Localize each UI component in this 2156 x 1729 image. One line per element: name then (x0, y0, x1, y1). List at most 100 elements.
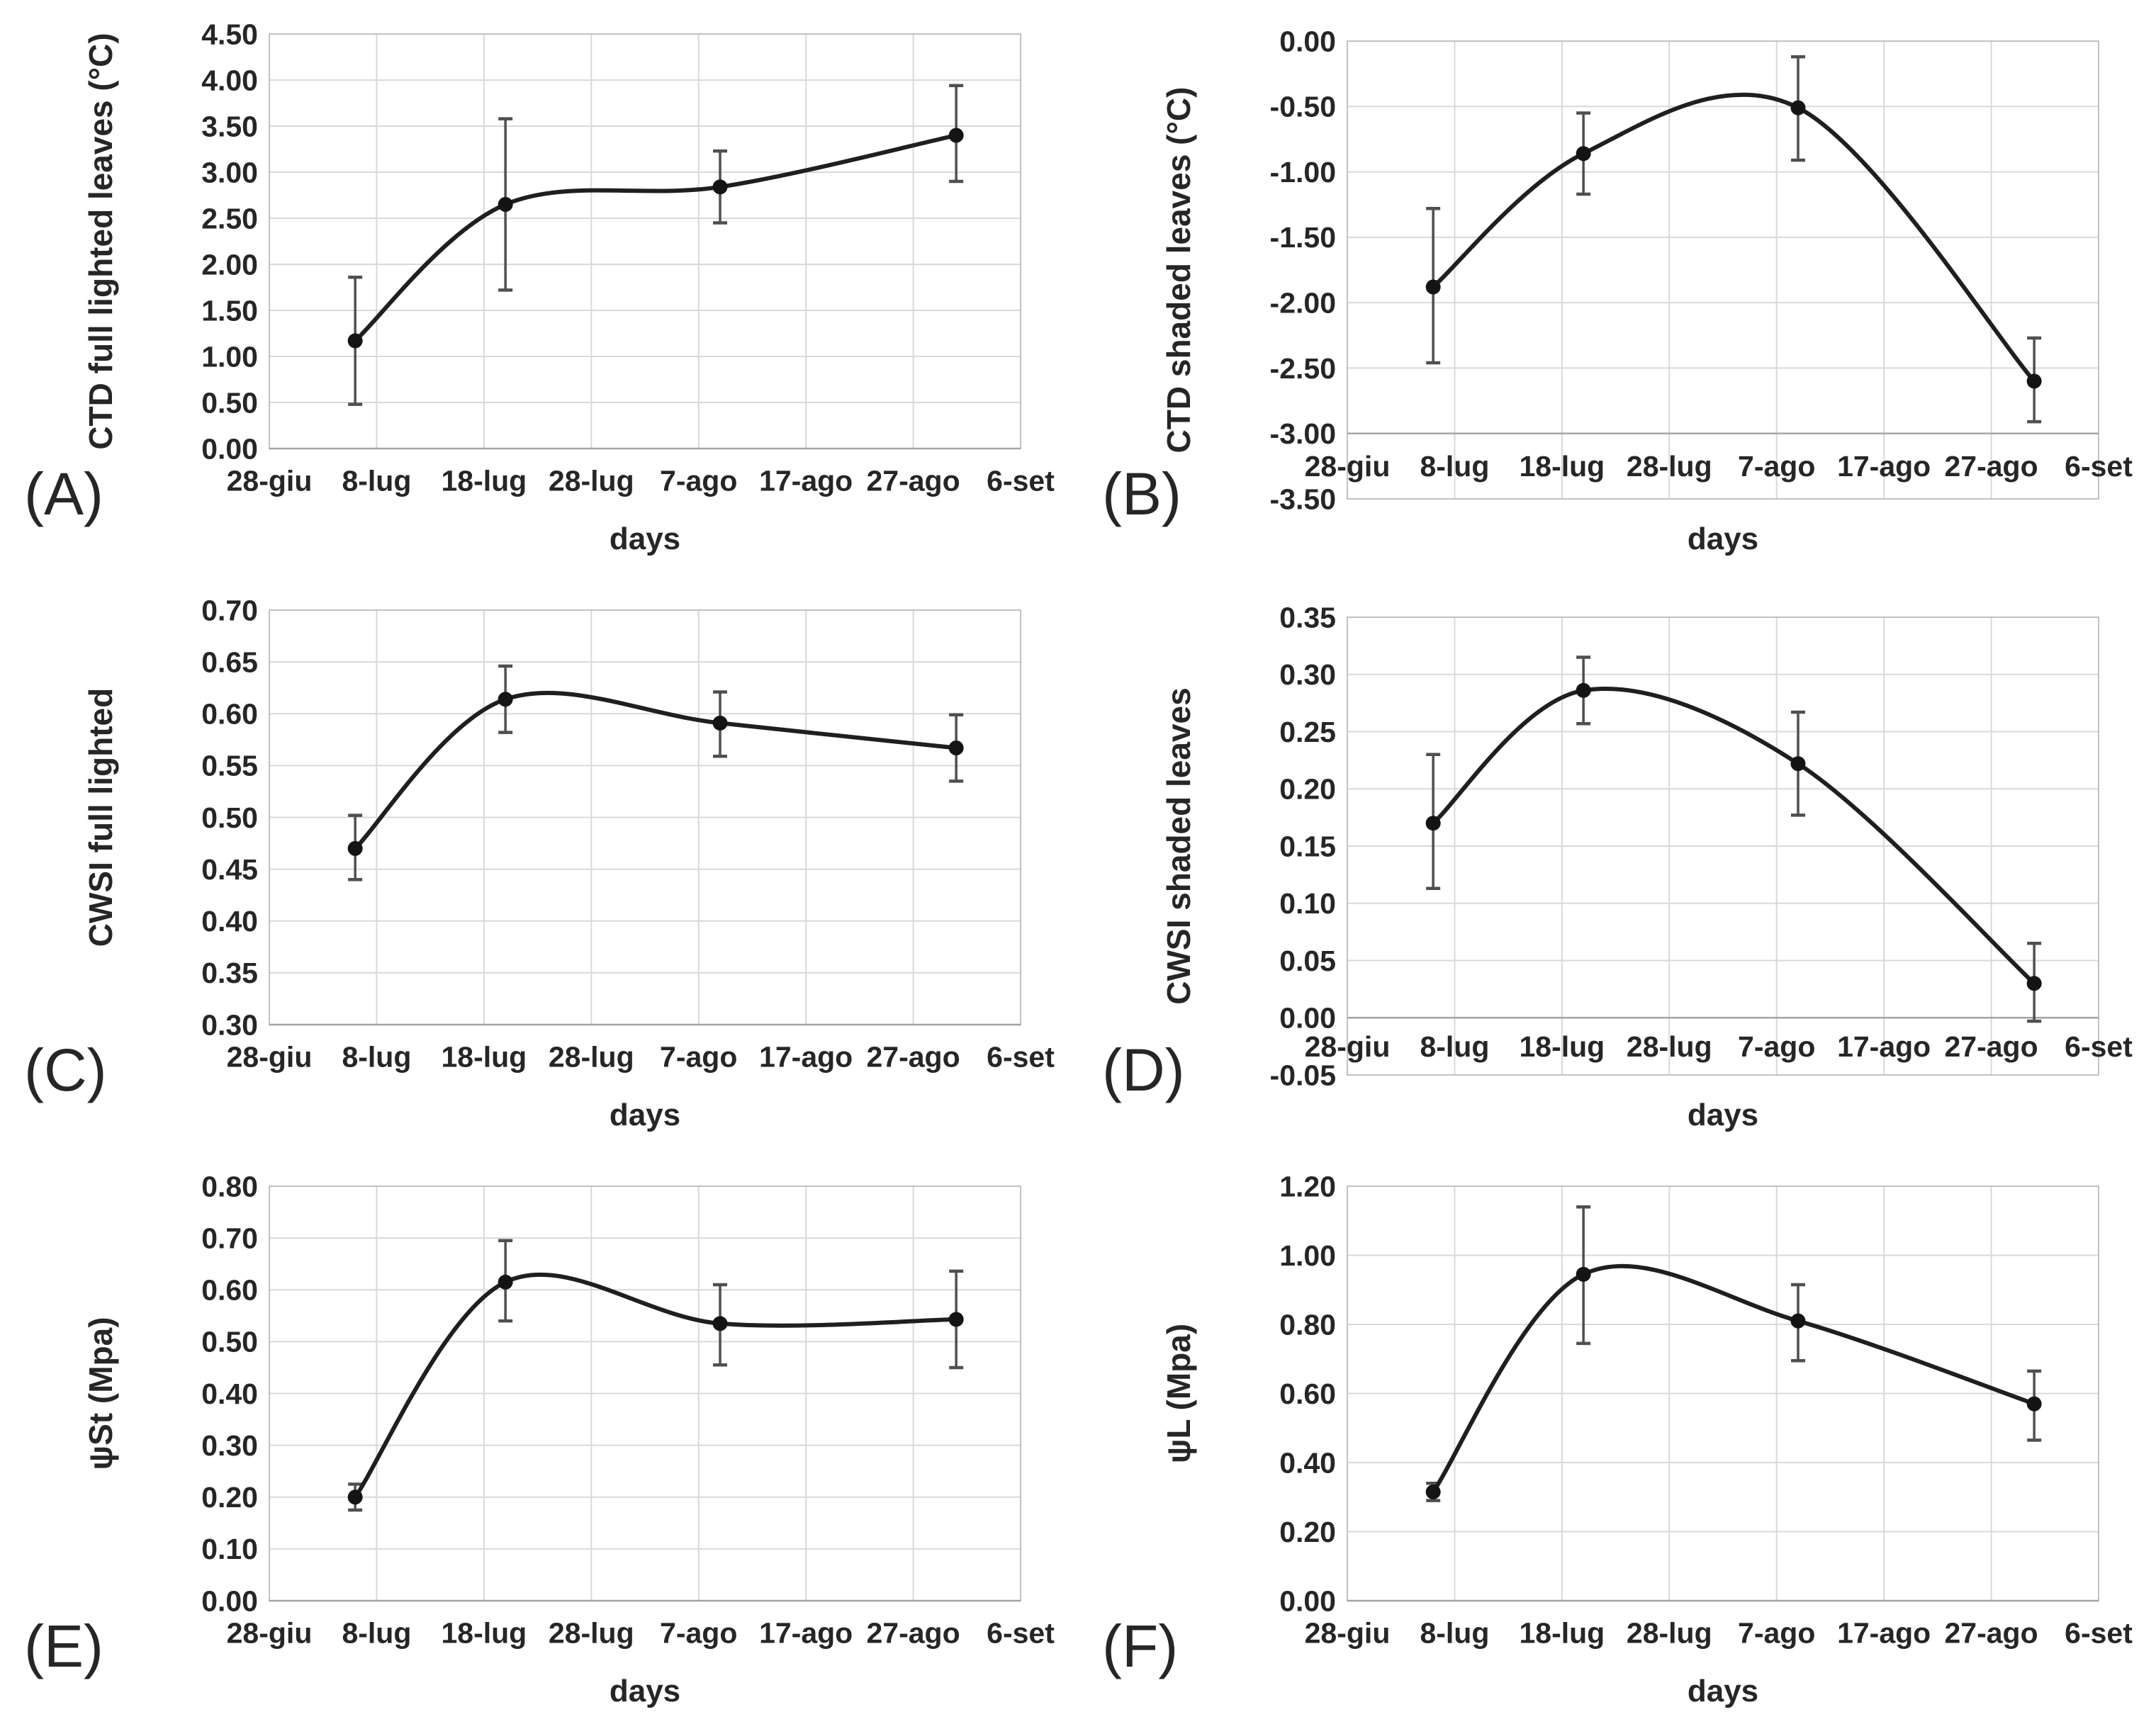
x-tick-label: 7-ago (660, 1616, 737, 1649)
y-tick-label: 0.60 (201, 698, 258, 731)
x-tick-label: 8-lug (342, 1040, 411, 1073)
chart-c: 0.30 0.35 0.40 0.45 0.50 0.55 0.60 0.65 0.70 28-g… (24, 594, 1055, 1132)
gridlines (1347, 616, 2099, 1076)
plot-border (1347, 616, 2099, 1076)
data-point-markers (1425, 100, 2042, 389)
y-tick-label: 0.50 (201, 801, 258, 834)
x-tick-label: 7-ago (660, 464, 737, 497)
x-tick-label: 18-lug (1519, 450, 1605, 483)
y-tick-label: -2.50 (1270, 352, 1336, 385)
data-point-markers (347, 692, 964, 856)
y-tick-label: 0.40 (201, 905, 258, 937)
y-tick-label: 0.00 (201, 1584, 258, 1617)
x-tick-label: 28-lug (549, 464, 634, 497)
x-axis-title: days (610, 1674, 680, 1708)
x-tick-label: 27-ago (866, 1040, 960, 1073)
y-axis-ticks: 0.30 0.35 0.40 0.45 0.50 0.55 0.60 0.65 0.70 (201, 594, 258, 1041)
chart-b: -3.50 -3.00 -2.50 -2.00 -1.50 -1.00 -0.50 0.00 2… (1102, 25, 2133, 556)
y-axis-title: CWSI shaded leaves (1160, 687, 1197, 1004)
y-tick-label: -3.00 (1270, 417, 1336, 450)
x-axis-ticks: 28-giu 8-lug 18-lug 28-lug 7-ago 17-ago 27-ago… (1305, 450, 2133, 483)
panel-letter: (C) (24, 1037, 107, 1103)
gridlines (1347, 1185, 2099, 1601)
y-axis-ticks: 0.00 0.10 0.20 0.30 0.40 0.50 0.60 0.70 0.80 (201, 1170, 258, 1617)
x-tick-label: 28-giu (227, 1616, 313, 1649)
x-tick-label: 28-lug (1627, 1030, 1712, 1063)
y-tick-label: 0.15 (1279, 830, 1336, 862)
x-tick-label: 28-giu (227, 464, 313, 497)
y-tick-label: 0.00 (1279, 1584, 1336, 1617)
x-tick-label: 17-ago (759, 464, 853, 497)
y-tick-label: 0.50 (201, 386, 258, 419)
y-axis-title: ψSt (Mpa) (82, 1317, 119, 1470)
series-line (353, 1272, 959, 1499)
panel-letter: (F) (1102, 1613, 1178, 1679)
chart-e: 0.00 0.10 0.20 0.30 0.40 0.50 0.60 0.70 0.80 28-g… (24, 1170, 1055, 1708)
series-line (1431, 92, 2037, 383)
panel-e: 0.00 0.10 0.20 0.30 0.40 0.50 0.60 0.70 0.80 28-g… (0, 1152, 1078, 1728)
y-tick-label: 0.40 (201, 1378, 258, 1410)
x-axis-title: days (1688, 1674, 1758, 1708)
y-tick-label: 0.20 (1279, 1516, 1336, 1548)
chart-f: 0.00 0.20 0.40 0.60 0.80 1.00 1.20 28-giu 8-lug 1… (1102, 1170, 2133, 1708)
x-tick-label: 18-lug (1519, 1616, 1605, 1649)
gridlines (269, 33, 1021, 449)
y-tick-label: 0.20 (201, 1481, 258, 1514)
panel-f: 0.00 0.20 0.40 0.60 0.80 1.00 1.20 28-giu 8-lug 1… (1078, 1152, 2156, 1728)
y-tick-label: 0.80 (1279, 1308, 1336, 1341)
y-tick-label: 0.60 (201, 1274, 258, 1307)
y-tick-label: 0.35 (201, 957, 258, 989)
x-axis-ticks: 28-giu 8-lug 18-lug 28-lug 7-ago 17-ago 27-ago… (1305, 1030, 2133, 1063)
y-tick-label: 0.70 (201, 1222, 258, 1254)
panel-d: -0.05 0.00 0.05 0.10 0.15 0.20 0.25 0.30 0.35 28-… (1078, 576, 2156, 1152)
panel-letter: (A) (24, 461, 103, 527)
series-line (1431, 1263, 2037, 1494)
x-tick-label: 6-set (987, 1040, 1055, 1073)
panel-c: 0.30 0.35 0.40 0.45 0.50 0.55 0.60 0.65 0.70 28-g… (0, 576, 1078, 1152)
x-tick-label: 17-ago (1837, 450, 1931, 483)
x-tick-label: 8-lug (1420, 1616, 1489, 1649)
x-tick-label: 28-giu (1305, 1030, 1391, 1063)
y-tick-label: -1.00 (1270, 156, 1336, 188)
y-tick-label: 0.00 (201, 432, 258, 465)
x-tick-label: 8-lug (1420, 450, 1489, 483)
plot-border (1347, 40, 2099, 500)
series-line (353, 690, 959, 851)
x-axis-title: days (1688, 1098, 1758, 1132)
x-tick-label: 27-ago (1944, 1030, 2038, 1063)
y-axis-title: ψL (Mpa) (1160, 1324, 1197, 1463)
gridlines (269, 1185, 1021, 1601)
x-tick-label: 18-lug (1519, 1030, 1605, 1063)
x-tick-label: 6-set (987, 1616, 1055, 1649)
x-tick-label: 17-ago (759, 1040, 853, 1073)
y-tick-label: -0.50 (1270, 91, 1336, 123)
x-axis-title: days (1688, 522, 1758, 556)
y-tick-label: -3.50 (1270, 483, 1336, 515)
x-tick-label: 17-ago (759, 1616, 853, 1649)
y-tick-label: 0.55 (201, 750, 258, 782)
y-tick-label: 1.00 (1279, 1239, 1336, 1272)
x-axis-ticks: 28-giu 8-lug 18-lug 28-lug 7-ago 17-ago 27-ago… (227, 464, 1055, 497)
y-tick-label: 3.50 (201, 110, 258, 142)
error-bars (1426, 55, 2042, 424)
error-bars (1426, 1205, 2042, 1502)
x-tick-label: 6-set (987, 464, 1055, 497)
x-axis-title: days (610, 522, 680, 556)
x-tick-label: 18-lug (441, 1616, 527, 1649)
y-tick-label: 0.50 (201, 1326, 258, 1358)
x-tick-label: 28-lug (1627, 450, 1712, 483)
y-tick-label: 0.00 (1279, 25, 1336, 57)
y-tick-label: 0.25 (1279, 716, 1336, 748)
x-tick-label: 6-set (2065, 1616, 2133, 1649)
y-tick-label: 1.20 (1279, 1170, 1336, 1203)
y-tick-label: -0.05 (1270, 1059, 1336, 1091)
y-tick-label: 0.30 (201, 1429, 258, 1462)
y-tick-label: 0.45 (201, 853, 258, 886)
y-tick-label: 2.50 (201, 202, 258, 235)
panel-letter: (D) (1102, 1037, 1185, 1103)
error-bars (348, 664, 964, 882)
x-tick-label: 6-set (2065, 1030, 2133, 1063)
series-line (1431, 687, 2037, 986)
x-tick-label: 7-ago (1738, 1030, 1815, 1063)
